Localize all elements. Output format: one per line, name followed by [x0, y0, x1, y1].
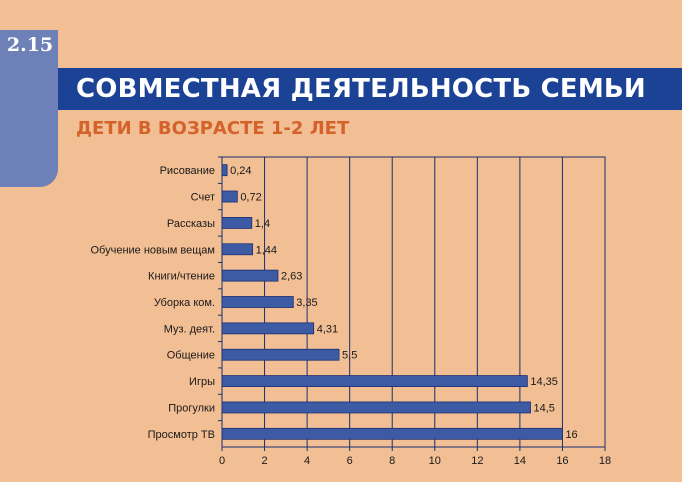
page-subtitle: ДЕТИ В ВОЗРАСТЕ 1-2 ЛЕТ	[76, 118, 350, 139]
x-tick-label: 4	[304, 455, 310, 467]
value-label: 14,35	[530, 376, 558, 388]
bar	[221, 348, 340, 361]
x-tick-label: 2	[261, 455, 267, 467]
value-label: 4,31	[317, 323, 338, 335]
value-label: 0,24	[230, 165, 251, 177]
bar	[221, 269, 279, 282]
value-label: 0,72	[240, 192, 261, 204]
category-label: Обучение новым вещам	[91, 244, 216, 256]
category-label: Просмотр ТВ	[148, 429, 215, 441]
bar	[221, 243, 254, 256]
value-label: 16	[565, 429, 577, 441]
value-label: 1,44	[256, 244, 277, 256]
x-tick-label: 8	[389, 455, 395, 467]
bar	[221, 217, 253, 229]
x-tick-label: 12	[471, 455, 483, 467]
bar	[221, 164, 228, 177]
side-tab	[0, 30, 58, 187]
bar	[221, 427, 563, 440]
x-tick-label: 16	[556, 455, 568, 467]
category-label: Рисование	[160, 165, 215, 177]
value-label: 1,4	[255, 218, 270, 230]
bar	[221, 322, 315, 335]
bar	[221, 375, 528, 387]
page-title: СОВМЕСТНАЯ ДЕЯТЕЛЬНОСТЬ СЕМЬИ	[76, 74, 646, 104]
value-label: 5,5	[342, 350, 357, 362]
bar	[221, 296, 294, 308]
section-number: 2.15	[6, 34, 54, 56]
category-label: Рассказы	[167, 218, 215, 230]
category-label: Игры	[189, 376, 215, 388]
x-tick-label: 0	[219, 455, 225, 467]
x-tick-label: 18	[599, 455, 611, 467]
category-label: Книги/чтение	[148, 271, 215, 283]
x-tick-label: 10	[429, 455, 441, 467]
category-label: Счет	[191, 192, 215, 204]
x-tick-label: 14	[514, 455, 526, 467]
value-label: 2,63	[281, 271, 302, 283]
category-label: Прогулки	[168, 402, 215, 414]
category-label: Муз. деят.	[164, 323, 215, 335]
x-tick-label: 6	[347, 455, 353, 467]
bar	[221, 190, 238, 203]
value-label: 3,35	[296, 297, 317, 309]
bar	[221, 401, 531, 414]
category-label: Уборка ком.	[154, 297, 215, 309]
category-label: Общение	[167, 350, 215, 362]
title-bar	[58, 68, 682, 110]
value-label: 14,5	[534, 402, 555, 414]
